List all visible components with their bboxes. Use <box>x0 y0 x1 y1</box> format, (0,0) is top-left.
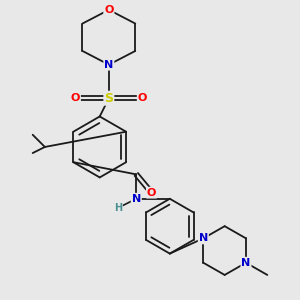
Text: O: O <box>147 188 156 198</box>
Text: O: O <box>138 93 147 103</box>
Text: H: H <box>114 203 122 213</box>
Text: S: S <box>104 92 113 105</box>
Text: N: N <box>104 60 113 70</box>
Text: N: N <box>132 194 141 204</box>
Text: O: O <box>71 93 80 103</box>
Text: O: O <box>104 5 114 15</box>
Text: N: N <box>242 258 250 268</box>
Text: N: N <box>199 233 208 243</box>
